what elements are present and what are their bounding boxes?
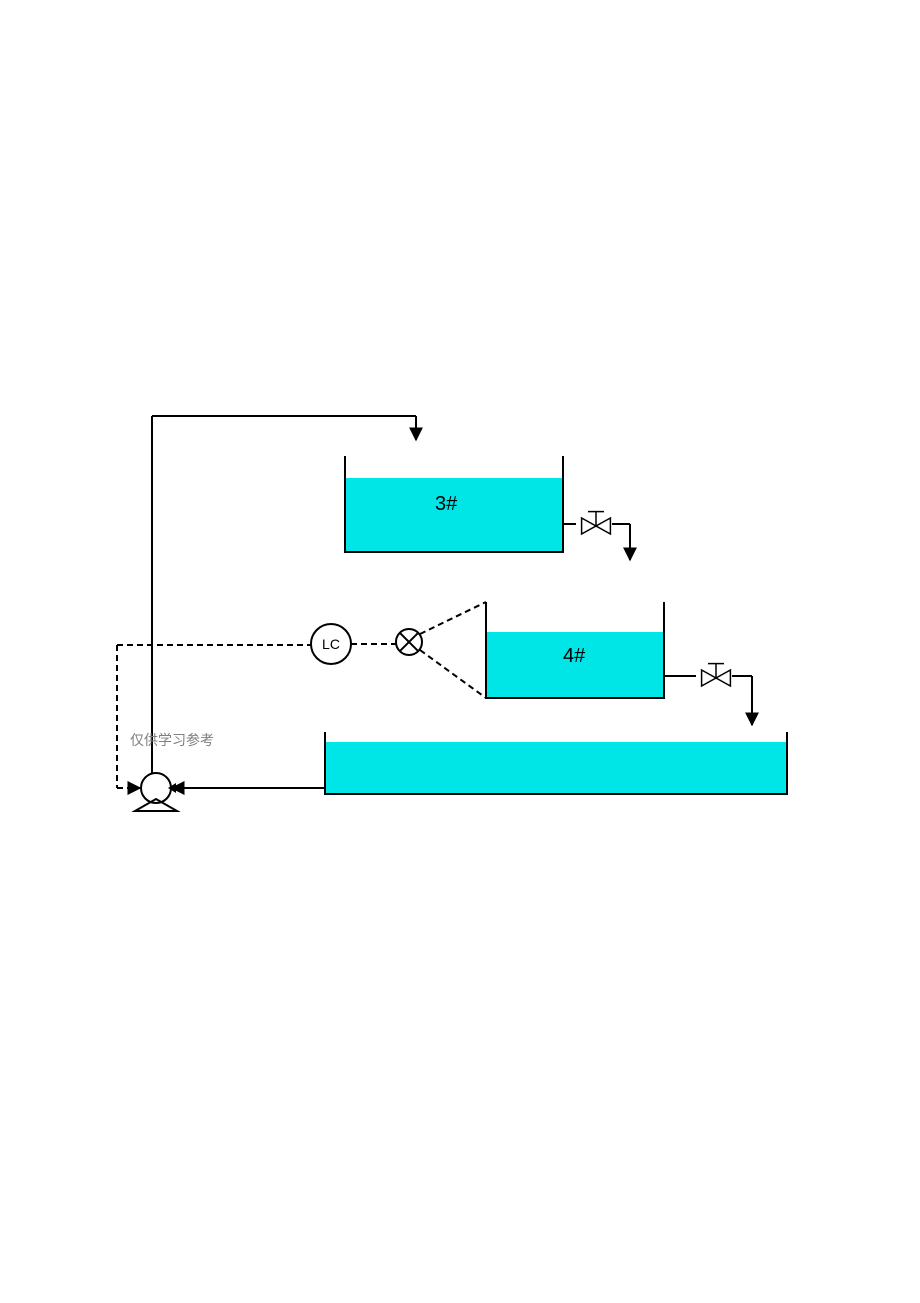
valve-icon-valve_tank4 xyxy=(702,664,731,686)
pump-icon xyxy=(135,770,177,811)
process-diagram: 3# 4# LC 仅供学习参考 xyxy=(0,0,920,1303)
controller-label: LC xyxy=(322,636,340,652)
watermark-text: 仅供学习参考 xyxy=(130,732,214,748)
tank-label: 4# xyxy=(563,645,586,667)
tank-label: 3# xyxy=(435,493,458,515)
instrument-icon xyxy=(396,629,422,655)
signal-line xyxy=(420,602,486,634)
level-controller: LC xyxy=(311,624,351,664)
tank-tank3: 3# xyxy=(345,456,563,552)
tank-tank_bottom xyxy=(325,732,787,794)
valve-icon-valve_tank3 xyxy=(582,512,611,534)
tank-tank4: 4# xyxy=(486,602,664,698)
signal-line xyxy=(420,650,486,698)
